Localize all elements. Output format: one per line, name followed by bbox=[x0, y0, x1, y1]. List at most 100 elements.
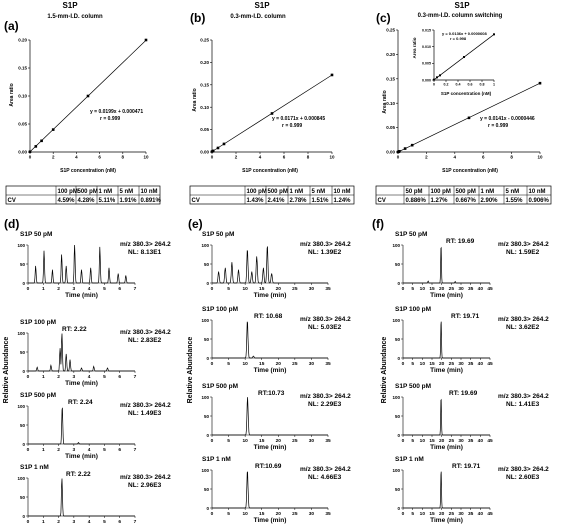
retention-time: RT: 10.68 bbox=[254, 313, 283, 320]
x-tick-label: 30 bbox=[309, 361, 315, 367]
x-axis-label: Time (min) bbox=[430, 444, 463, 451]
y-tick-label: 100 bbox=[392, 395, 400, 400]
y-tick-label: 0.15 bbox=[18, 66, 27, 71]
x-tick-label: 4 bbox=[88, 519, 91, 525]
chromatogram-column-e: (e) Relative Abundance S1P 50 pM m/z 380.… bbox=[187, 217, 351, 524]
table-cell: 2.41% bbox=[268, 198, 286, 204]
data-point bbox=[51, 128, 55, 131]
x-tick-label: 5 bbox=[411, 286, 414, 292]
x-tick-label: 40 bbox=[478, 511, 484, 517]
chromatogram-line bbox=[28, 333, 135, 372]
x-tick-label: 5 bbox=[227, 511, 230, 517]
x-tick-label: 35 bbox=[325, 286, 331, 292]
x-tick-label: 10 bbox=[420, 361, 426, 367]
x-tick-label: 8 bbox=[122, 155, 125, 160]
plot-subtitle: 0.3-mm-I.D. column switching bbox=[418, 13, 503, 19]
y-tick-label: 0.10 bbox=[386, 101, 395, 106]
x-tick-label: 5 bbox=[103, 374, 106, 380]
y-tick-label: 0 bbox=[397, 506, 400, 511]
normalization-level: NL: 3.62E2 bbox=[506, 324, 540, 331]
chromatogram-trace: S1P 500 pM RT:10.73 m/z 380.3> 264.2NL: 2.… bbox=[201, 383, 351, 451]
x-tick-label: 10 bbox=[242, 438, 248, 444]
table-header-cell: 500 pM bbox=[456, 189, 476, 195]
x-tick-label: 15 bbox=[259, 511, 265, 517]
x-tick-label: 3 bbox=[73, 447, 76, 453]
x-tick-label: 0 bbox=[402, 438, 405, 444]
y-tick-label: 100 bbox=[17, 404, 25, 409]
mz-transition: m/z 380.3> 264.2 bbox=[498, 393, 549, 400]
table-cell: 1.91% bbox=[120, 198, 138, 204]
x-tick-label: 5 bbox=[103, 519, 106, 525]
y-tick-label: 0.20 bbox=[18, 38, 27, 43]
data-point bbox=[330, 73, 334, 77]
x-tick-label: 2 bbox=[52, 155, 55, 160]
x-tick-label: 5 bbox=[227, 286, 230, 292]
y-tick-label: 100 bbox=[201, 395, 209, 400]
inset-regression-equation: y = 0.0136x + 0.0000608 bbox=[442, 31, 487, 36]
x-tick-label: 2 bbox=[57, 374, 60, 380]
table-header-cell: 10 nM bbox=[529, 189, 546, 195]
y-tick-label: 0 bbox=[22, 281, 25, 286]
normalization-level: NL: 8.13E1 bbox=[128, 249, 162, 256]
x-tick-label: 0 bbox=[27, 447, 30, 453]
x-tick-label: 8 bbox=[510, 155, 513, 160]
y-axis-label: Relative Abundance bbox=[381, 337, 388, 404]
y-tick-label: 0.20 bbox=[200, 60, 209, 65]
plot-title: S1P bbox=[254, 1, 270, 10]
calibration-panel-b: (b) S1P 0.3-mm-I.D. column Area ratio S1… bbox=[190, 1, 335, 174]
x-tick-label: 1 bbox=[42, 374, 45, 380]
data-point bbox=[40, 139, 43, 143]
regression-equation: y = 0.0199x + 0.000471 bbox=[90, 109, 143, 115]
inset-plot: Area ratio S1P concentration (nM) y = 0.… bbox=[412, 28, 495, 96]
y-tick-label: 100 bbox=[392, 243, 400, 248]
y-tick-label: 100 bbox=[17, 331, 25, 336]
correlation-coefficient: r = 0.999 bbox=[282, 123, 302, 129]
x-tick-label: 30 bbox=[309, 511, 315, 517]
x-tick-label: 40 bbox=[478, 361, 484, 367]
y-tick-label: 0 bbox=[397, 433, 400, 438]
x-tick-label: 10 bbox=[143, 155, 149, 160]
x-tick-label: 40 bbox=[478, 438, 484, 444]
x-tick-label: 25 bbox=[449, 438, 455, 444]
x-tick-label: 2 bbox=[57, 519, 60, 525]
trace-label: S1P 100 pM bbox=[20, 319, 56, 326]
y-axis-label: Relative Abundance bbox=[187, 337, 194, 404]
x-tick-label: 6 bbox=[118, 519, 121, 525]
panel-label: (a) bbox=[4, 19, 19, 33]
y-tick-label: 100 bbox=[17, 476, 25, 481]
plot-subtitle: 0.3-mm-I.D. column bbox=[230, 14, 286, 20]
y-tick-label: 0 bbox=[22, 514, 25, 519]
x-tick-label: 15 bbox=[259, 361, 265, 367]
x-axis-label: Time (min) bbox=[65, 453, 98, 460]
table-cell: 1.55% bbox=[506, 198, 524, 204]
x-tick-label: 15 bbox=[259, 286, 265, 292]
plot-title: S1P bbox=[454, 1, 470, 10]
trace-label: S1P 500 pM bbox=[20, 392, 56, 399]
x-tick-label: 6 bbox=[118, 286, 121, 292]
y-tick-label: 100 bbox=[201, 468, 209, 473]
x-tick-label: 35 bbox=[325, 361, 331, 367]
trace-label: S1P 50 pM bbox=[395, 231, 427, 238]
table-header-cell: 500 pM bbox=[78, 189, 98, 195]
x-tick-label: 10 bbox=[329, 155, 335, 160]
y-tick-label: 0.00 bbox=[18, 150, 27, 155]
x-tick-label: 25 bbox=[292, 438, 298, 444]
cv-table: CV 100 pM 1.43%500 pM 2.41% 1 nM 2.78% 5 nM 1.5… bbox=[189, 185, 355, 205]
y-tick-label: 100 bbox=[392, 318, 400, 323]
y-tick-label: 0.15 bbox=[386, 76, 395, 81]
table-header-cell: 100 pM bbox=[247, 189, 267, 195]
y-tick-label: 0.05 bbox=[18, 122, 27, 127]
x-tick-label: 0.6 bbox=[468, 83, 473, 87]
chromatogram-line bbox=[212, 246, 328, 284]
x-tick-label: 20 bbox=[439, 286, 445, 292]
y-tick-label: 0.20 bbox=[386, 52, 395, 57]
chromatogram-line bbox=[403, 471, 490, 509]
chromatogram-trace: S1P 50 pMm/z 380.3> 264.2NL: 1.39E205010… bbox=[201, 231, 351, 299]
x-axis-label: S1P concentration (nM) bbox=[442, 168, 498, 174]
mz-transition: m/z 380.3> 264.2 bbox=[498, 241, 549, 248]
x-tick-label: 20 bbox=[276, 438, 282, 444]
x-tick-label: 25 bbox=[292, 511, 298, 517]
x-axis-label: Time (min) bbox=[254, 444, 287, 451]
table-cell: 0.667% bbox=[456, 198, 477, 204]
